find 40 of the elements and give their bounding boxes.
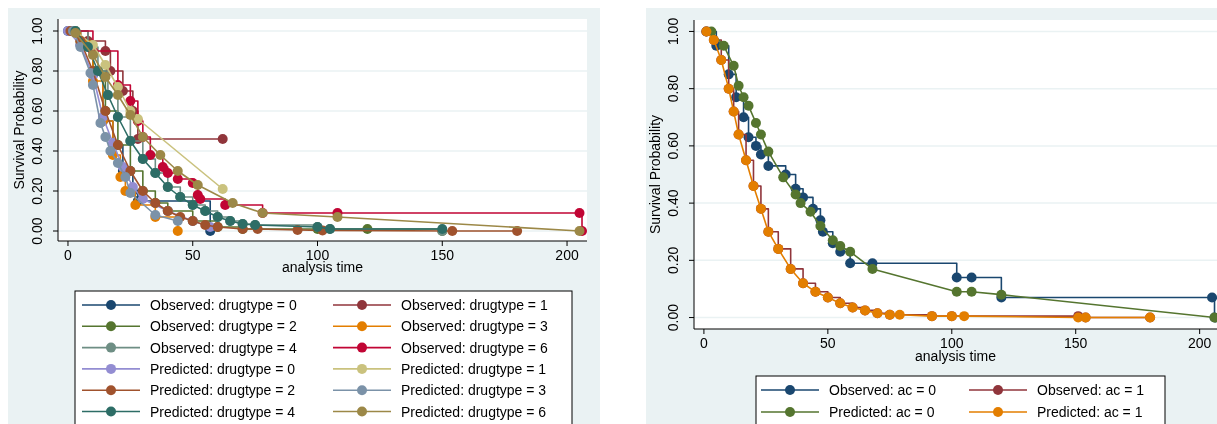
x-tick-label: 150 <box>1064 335 1088 351</box>
y-tick-label: 0.60 <box>665 132 681 160</box>
legend-label: Predicted: drugtype = 0 <box>150 360 296 377</box>
y-axis-title: Survival Probability <box>647 114 663 235</box>
legend-label: Observed: ac = 0 <box>829 382 937 398</box>
x-tick-label: 50 <box>184 247 201 263</box>
legend-label: Observed: drugtype = 2 <box>150 318 297 335</box>
legend-label: Observed: drugtype = 1 <box>401 297 548 313</box>
legend-label: Predicted: drugtype = 3 <box>401 382 547 399</box>
y-tick-label: 0.00 <box>29 217 45 245</box>
y-axis-title: Survival Probability <box>11 70 27 190</box>
legend-label: Observed: drugtype = 6 <box>401 339 548 356</box>
y-tick-label: 0.20 <box>665 246 681 274</box>
legend-label: Predicted: drugtype = 6 <box>401 403 547 420</box>
x-tick-label: 200 <box>555 247 579 263</box>
legend-label: Predicted: drugtype = 4 <box>150 403 296 420</box>
x-tick-label: 100 <box>940 335 964 351</box>
legend-label: Predicted: drugtype = 1 <box>401 360 547 377</box>
y-tick-label: 0.80 <box>665 74 681 103</box>
y-tick-label: 0.20 <box>29 177 45 205</box>
legend-label: Observed: drugtype = 4 <box>150 339 297 356</box>
legend-label: Predicted: drugtype = 2 <box>150 382 296 399</box>
legend-label: Observed: drugtype = 3 <box>401 318 548 335</box>
y-tick-label: 0.80 <box>29 57 45 85</box>
x-tick-label: 50 <box>820 335 836 351</box>
x-tick-label: 150 <box>430 247 455 263</box>
x-tick-label: 0 <box>700 335 709 351</box>
legend-label: Predicted: ac = 1 <box>1037 404 1143 420</box>
y-tick-label: 1.00 <box>29 17 45 45</box>
y-tick-label: 0.00 <box>665 303 681 332</box>
x-axis-title: analysis time <box>915 348 997 364</box>
y-tick-label: 0.40 <box>665 189 681 217</box>
legend-label: Predicted: ac = 0 <box>829 404 935 420</box>
legend-label: Observed: drugtype = 0 <box>150 297 297 313</box>
x-tick-label: 0 <box>64 247 73 263</box>
legend-label: Observed: ac = 1 <box>1037 382 1145 398</box>
y-tick-label: 0.60 <box>29 97 45 125</box>
y-tick-label: 0.40 <box>29 137 45 165</box>
x-tick-label: 200 <box>1187 335 1212 351</box>
y-tick-label: 1.00 <box>665 17 681 46</box>
